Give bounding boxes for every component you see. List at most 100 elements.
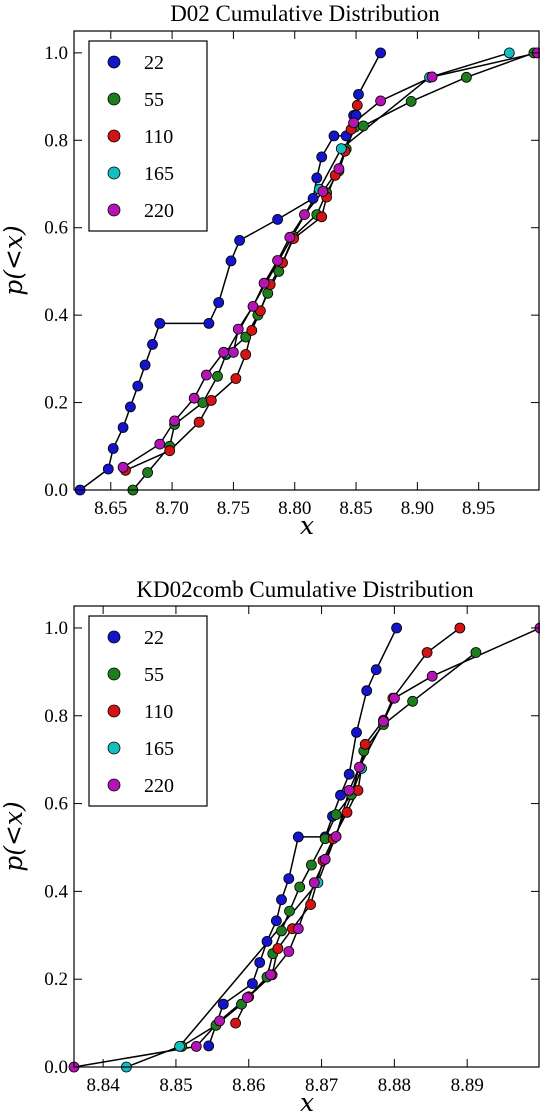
legend-marker-22 <box>107 630 121 644</box>
data-point <box>154 438 166 450</box>
legend-marker-110 <box>107 704 121 718</box>
data-point <box>240 349 252 360</box>
y-tick-label: 0.8 <box>44 706 68 727</box>
series-line-110 <box>234 627 461 1024</box>
data-point <box>292 831 304 843</box>
x-tick-label: 8.86 <box>232 1075 265 1096</box>
data-point <box>353 89 364 100</box>
data-point <box>391 622 403 634</box>
x-tick-label: 8.84 <box>87 1075 121 1096</box>
y-tick-label: 0.4 <box>44 881 68 902</box>
x-tick-label: 8.95 <box>462 498 495 519</box>
data-point <box>246 978 258 989</box>
data-point <box>142 467 154 478</box>
data-point <box>174 1041 186 1052</box>
x-tick-label: 8.65 <box>94 498 127 519</box>
data-point <box>124 401 136 413</box>
legend-marker-110 <box>107 129 121 143</box>
data-point <box>335 143 347 155</box>
data-point <box>132 380 144 392</box>
x-axis-label: x <box>300 1088 314 1113</box>
legend-label-220: 220 <box>144 200 174 222</box>
data-point <box>212 370 223 382</box>
y-tick-label: 0.0 <box>44 480 68 501</box>
y-tick-label: 1.0 <box>44 618 68 639</box>
x-tick-label: 8.88 <box>378 1075 411 1096</box>
legend-marker-220 <box>107 203 121 217</box>
legend-label-55: 55 <box>144 89 164 111</box>
data-point <box>470 647 482 658</box>
data-point <box>240 331 252 343</box>
y-tick-label: 0.8 <box>44 130 68 151</box>
y-tick-label: 0.2 <box>44 393 68 414</box>
data-point <box>353 761 365 773</box>
data-point <box>330 831 342 842</box>
data-point <box>405 96 417 107</box>
data-point <box>307 192 319 204</box>
data-point <box>225 255 237 267</box>
data-point <box>348 117 360 129</box>
data-point <box>311 172 323 184</box>
legend-label-165: 165 <box>144 738 174 760</box>
data-point <box>227 346 239 358</box>
data-point <box>292 923 304 935</box>
data-point <box>232 323 244 335</box>
legend-label-110: 110 <box>144 126 173 148</box>
y-tick-label: 0.6 <box>44 794 68 815</box>
series-line-165 <box>225 52 510 354</box>
data-point <box>107 443 119 454</box>
data-point <box>283 873 295 884</box>
data-point <box>272 213 284 225</box>
data-point <box>234 234 246 246</box>
data-point <box>305 859 317 871</box>
y-tick-label: 0.4 <box>44 305 68 326</box>
x-axis-label: x <box>300 511 314 540</box>
data-point <box>294 881 306 893</box>
data-point <box>351 727 362 738</box>
data-point <box>361 685 373 697</box>
data-point <box>241 992 253 1003</box>
data-point <box>203 1040 215 1052</box>
data-point <box>308 877 320 888</box>
data-point <box>190 1041 202 1052</box>
data-point <box>147 338 158 350</box>
y-tick-label: 1.0 <box>44 43 68 64</box>
data-point <box>272 943 284 954</box>
x-tick-label: 8.87 <box>305 1075 338 1096</box>
data-point <box>375 47 387 59</box>
chart-title: KD02comb Cumulative Distribution <box>136 577 474 602</box>
data-point <box>218 346 230 358</box>
x-tick-label: 8.85 <box>159 1075 192 1096</box>
data-point <box>247 300 259 312</box>
data-point <box>203 317 215 329</box>
data-point <box>328 130 340 142</box>
data-point <box>139 359 151 371</box>
data-point <box>246 324 258 336</box>
data-point <box>230 373 242 384</box>
data-point <box>284 231 296 243</box>
plot-frame <box>73 30 540 491</box>
data-point <box>317 185 329 197</box>
legend-marker-220 <box>107 778 121 792</box>
data-point <box>316 211 328 223</box>
legend-marker-165 <box>107 166 121 180</box>
data-point <box>426 670 438 682</box>
kd02comb-chart-panel: KD02comb Cumulative Distribution 8.84 8.8… <box>0 577 540 1113</box>
data-point <box>284 905 295 917</box>
data-point <box>117 461 129 473</box>
data-point <box>330 809 342 820</box>
legend-marker-55 <box>107 92 121 106</box>
data-point <box>276 925 287 937</box>
series-line-220 <box>73 627 540 1068</box>
data-point <box>217 998 229 1010</box>
data-point <box>343 768 355 780</box>
data-point <box>316 151 328 163</box>
legend-label-22: 22 <box>144 627 164 649</box>
data-point <box>262 287 274 299</box>
y-tick-label: 0.0 <box>44 1057 68 1078</box>
legend-marker-55 <box>107 667 121 681</box>
y-axis-label: p(<x) <box>0 801 28 872</box>
data-point <box>117 422 129 433</box>
y-tick-label: 0.2 <box>44 969 68 990</box>
